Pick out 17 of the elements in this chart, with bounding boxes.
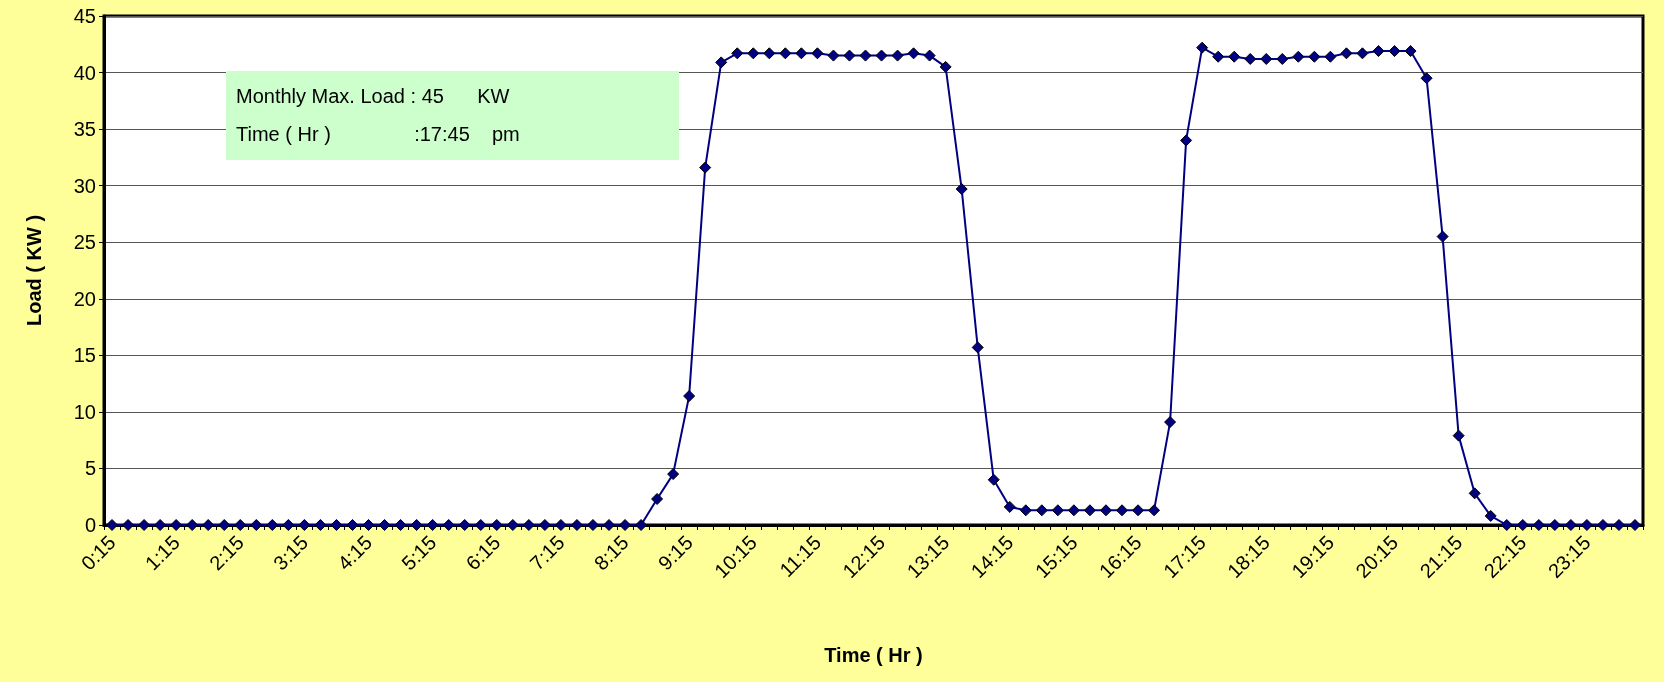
y-tick-label: 40 [73,61,96,84]
x-tick-label: 7:15 [525,531,569,575]
y-tick-label: 5 [84,457,96,480]
y-tick-label: 20 [73,287,96,310]
x-axis-title: Time ( Hr ) [824,644,923,666]
y-tick-label: 30 [73,174,96,197]
y-tick-label: 35 [73,118,96,141]
x-tick-label: 6:15 [461,531,505,575]
note-box: Monthly Max. Load : 45 KW Time ( Hr ) :17:45 pm [226,71,679,160]
y-tick-label: 25 [73,231,96,254]
annotation: Time ( Hr ) :17:45 pm [236,122,521,147]
y-tick-label: 10 [73,400,96,423]
annotation: Monthly Max. Load : 45 KW [236,84,511,109]
y-axis-title: Load ( KW ) [23,214,45,327]
y-tick-label: 15 [73,344,96,367]
x-tick-label: 4:15 [333,531,377,575]
y-tick-label: 45 [73,5,96,27]
